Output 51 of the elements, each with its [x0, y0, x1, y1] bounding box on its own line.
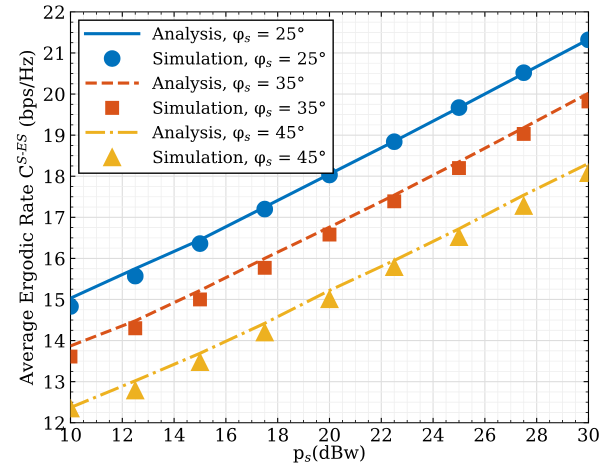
point — [387, 194, 402, 208]
point — [128, 321, 142, 336]
legend-label: Simulation, φ$_{s}$ = 35° — [154, 101, 325, 118]
x-tick-label: 16 — [216, 428, 236, 442]
y-tick-label: 17 — [44, 210, 64, 224]
point — [256, 200, 274, 218]
y-tick-label: 13 — [44, 375, 64, 389]
x-tick-label: 24 — [422, 428, 444, 442]
point — [190, 352, 210, 371]
y-tick-label: 19 — [44, 128, 64, 142]
line-series — [70, 92, 588, 348]
y-tick-label: 18 — [44, 170, 64, 184]
y-tick-label: 21 — [44, 46, 64, 60]
point — [193, 292, 207, 306]
point — [192, 235, 208, 252]
x-tick-label: 12 — [113, 428, 132, 442]
point — [515, 64, 532, 82]
x-axis-title: p$_{s}$(dBw) — [293, 445, 365, 463]
x-tick-label: 30 — [578, 428, 599, 442]
y-tick-label: 16 — [44, 252, 64, 266]
x-tick-label: 22 — [371, 428, 391, 442]
point — [514, 196, 533, 215]
legend-label: Analysis, φ$_{s}$ = 25° — [152, 26, 304, 44]
x-tick-label: 14 — [164, 428, 185, 442]
point — [258, 260, 272, 275]
point — [450, 228, 468, 246]
y-tick-label: 22 — [44, 5, 64, 19]
point — [126, 268, 144, 284]
point — [322, 228, 336, 242]
legend-label: Simulation, φ$_{s}$ = 45° — [154, 150, 325, 167]
point — [256, 323, 274, 342]
x-tick-label: 28 — [526, 428, 547, 442]
legend-label: Simulation, φ$_{s}$ = 25° — [154, 52, 325, 68]
x-tick-label: 10 — [61, 428, 81, 442]
point — [450, 99, 468, 116]
x-tick-label: 26 — [474, 428, 496, 442]
legend-label: Analysis, φ$_{s}$ = 35° — [152, 76, 304, 93]
point — [386, 133, 403, 150]
legend-label: Analysis, φ$_{s}$ = 45° — [152, 126, 304, 142]
x-tick-label: 18 — [268, 428, 288, 442]
point — [385, 258, 404, 276]
x-tick-label: 20 — [319, 428, 340, 442]
y-tick-label: 15 — [44, 292, 64, 307]
y-tick-label: 14 — [44, 334, 65, 348]
y-axis-title: Average Ergodic Rate C̄$^{S‐ES}$ (bps/Hz) — [16, 50, 37, 386]
point — [126, 381, 144, 400]
point — [320, 290, 339, 308]
y-tick-label: 12 — [44, 416, 64, 430]
y-tick-label: 20 — [44, 88, 64, 102]
point — [452, 161, 466, 175]
point — [516, 126, 531, 141]
